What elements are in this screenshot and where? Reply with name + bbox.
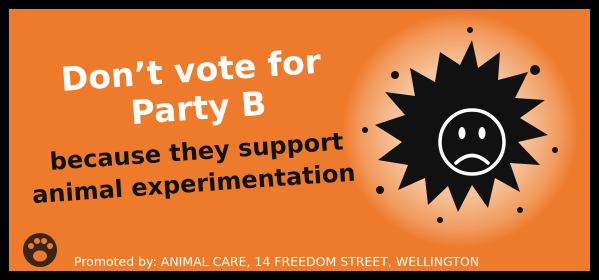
- banner: Don’t vote for Party B because they supp…: [0, 0, 599, 280]
- page: Don’t vote for Party B because they supp…: [0, 0, 599, 280]
- paw-logo: [23, 233, 57, 267]
- footer-text: Promoted by: ANIMAL CARE, 14 FREEDOM STR…: [74, 254, 479, 269]
